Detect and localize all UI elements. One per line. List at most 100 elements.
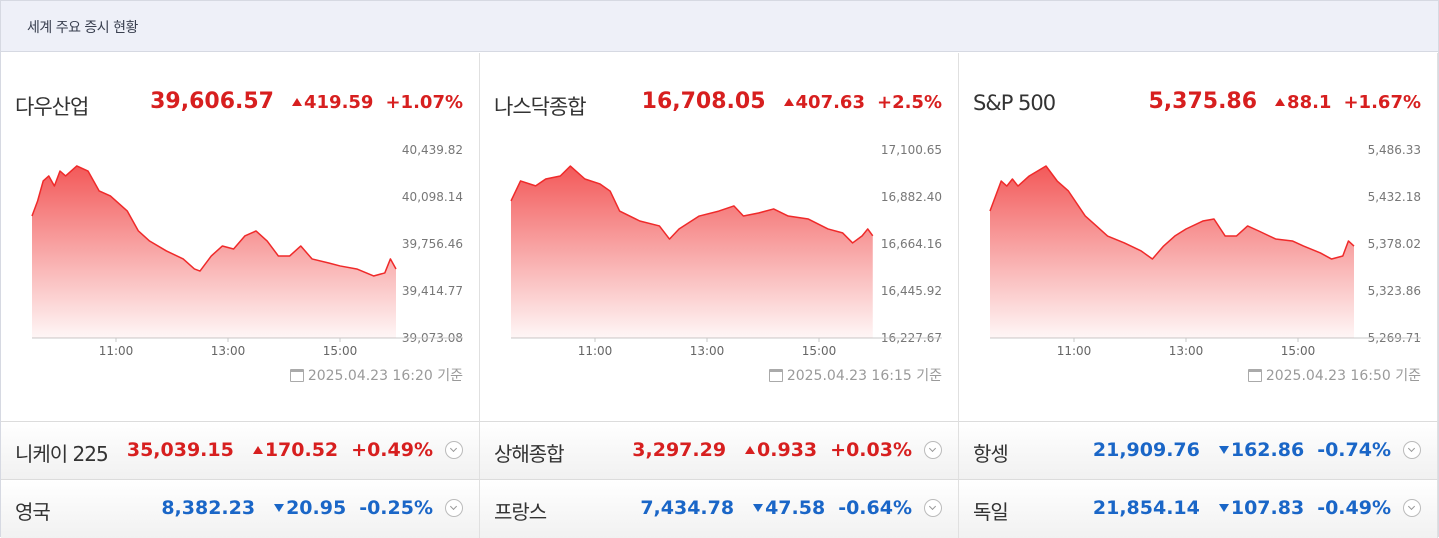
index-price: 39,606.57	[150, 89, 274, 114]
y-tick-label: 5,486.33	[1368, 143, 1421, 157]
index-change: 0.933	[745, 439, 817, 461]
line	[989, 165, 1355, 260]
index-change-value: 47.58	[765, 497, 826, 519]
y-tick-label: 16,664.16	[881, 237, 942, 251]
index-change: 107.83	[1218, 497, 1305, 519]
index-row: 영국 8,382.23 20.95 -0.25%	[1, 479, 480, 538]
y-tick-label: 39,756.46	[402, 237, 463, 251]
index-change-value: 88.1	[1287, 92, 1332, 113]
header: 세계 주요 증시 현황	[1, 1, 1438, 52]
x-tick-label: 15:00	[323, 344, 358, 358]
area	[990, 166, 1354, 338]
dropdown-button[interactable]	[445, 441, 463, 459]
index-change-pct: -0.25%	[359, 497, 433, 519]
index-panel: 39,073.08 39,414.77 39,756.46 40,098.14 40,4…	[1, 53, 480, 421]
index-quote: 21,854.14 107.83 -0.49%	[1093, 497, 1391, 519]
index-price: 7,434.78	[640, 497, 735, 519]
y-tick-label: 40,098.14	[402, 190, 463, 204]
index-change: 162.86	[1218, 439, 1305, 461]
timestamp-text: 2025.04.23 16:15 기준	[786, 368, 942, 384]
y-tick-label: 39,414.77	[402, 284, 463, 298]
x-tick-label: 11:00	[99, 344, 134, 358]
direction-icon	[783, 98, 794, 106]
index-name: 나스닥종합	[494, 95, 587, 119]
index-quote: 39,606.57 419.59 +1.07%	[150, 89, 463, 114]
area	[32, 165, 396, 338]
direction-icon	[1218, 504, 1229, 512]
index-quote: 21,909.76 162.86 -0.74%	[1093, 439, 1391, 461]
dropdown-button[interactable]	[1403, 499, 1421, 517]
direction-icon	[745, 446, 756, 454]
direction-icon	[1218, 446, 1229, 454]
index-price: 35,039.15	[126, 439, 234, 461]
x-tick-label: 13:00	[211, 344, 246, 358]
index-name: S&P 500	[973, 91, 1056, 115]
index-quote: 5,375.86 88.1 +1.67%	[1148, 89, 1421, 114]
index-name: 프랑스	[494, 500, 547, 524]
timestamp-text: 2025.04.23 16:20 기준	[307, 368, 463, 384]
calendar-icon	[1247, 368, 1262, 382]
timestamp: 2025.04.23 16:15 기준	[768, 365, 942, 385]
calendar-icon	[289, 368, 304, 382]
index-change-pct: +0.49%	[351, 439, 433, 461]
line	[510, 165, 874, 244]
y-tick-label: 5,432.18	[1368, 190, 1421, 204]
index-change-value: 170.52	[264, 439, 339, 461]
index-price: 16,708.05	[641, 89, 766, 114]
index-change-pct: +1.67%	[1343, 92, 1421, 113]
index-quote: 7,434.78 47.58 -0.64%	[640, 497, 912, 519]
direction-icon	[292, 98, 302, 106]
dropdown-button[interactable]	[445, 499, 463, 517]
index-change-pct: +1.07%	[385, 92, 463, 113]
timestamp-text: 2025.04.23 16:50 기준	[1265, 368, 1421, 384]
index-price: 21,909.76	[1092, 439, 1200, 461]
index-name: 독일	[973, 500, 1009, 524]
index-name: 니케이 225	[15, 442, 109, 466]
index-name: 항셍	[973, 442, 1009, 466]
dropdown-button[interactable]	[1403, 441, 1421, 459]
index-change: 88.1	[1275, 92, 1331, 113]
index-quote: 3,297.29 0.933 +0.03%	[632, 439, 912, 461]
index-row: 항셍 21,909.76 162.86 -0.74%	[959, 421, 1438, 479]
index-change: 407.63	[783, 92, 865, 113]
chart: 16,227.6716,445.9216,664.1616,882.4017,1…	[510, 143, 942, 358]
index-change: 20.95	[274, 497, 346, 519]
y-tick-label: 40,439.82	[402, 143, 463, 157]
y-tick-label: 17,100.65	[881, 143, 942, 157]
dropdown-button[interactable]	[924, 499, 942, 517]
index-name: 상해종합	[494, 442, 565, 466]
index-change-pct: +0.03%	[830, 439, 912, 461]
index-change-value: 20.95	[286, 497, 347, 519]
index-price: 3,297.29	[632, 439, 727, 461]
index-change-value: 407.63	[795, 92, 865, 113]
index-price: 8,382.23	[161, 497, 256, 519]
chart: 5,269.715,323.865,378.025,432.185,486.33…	[989, 143, 1421, 358]
line	[31, 165, 397, 277]
index-panel: 16,227.67 16,445.92 16,664.16 16,882.40 17,1…	[480, 53, 959, 421]
y-tick-label: 16,882.40	[881, 190, 942, 204]
area	[511, 166, 873, 338]
index-quote: 16,708.05 407.63 +2.5%	[642, 89, 942, 114]
index-change: 170.52	[252, 439, 339, 461]
direction-icon	[252, 446, 263, 454]
y-tick-label: 5,378.02	[1368, 237, 1421, 251]
x-tick-label: 11:00	[1057, 344, 1092, 358]
index-price: 21,854.14	[1092, 497, 1200, 519]
index-change-pct: +2.5%	[876, 92, 942, 113]
index-row: 독일 21,854.14 107.83 -0.49%	[959, 479, 1438, 538]
index-name: 다우산업	[15, 95, 89, 119]
index-change-value: 162.86	[1230, 439, 1305, 461]
index-change-value: 107.83	[1230, 497, 1305, 519]
x-tick-label: 15:00	[802, 344, 837, 358]
index-change: 47.58	[753, 497, 825, 519]
index-row: 프랑스 7,434.78 47.58 -0.64%	[480, 479, 959, 538]
index-change-pct: -0.49%	[1317, 497, 1391, 519]
index-panel: 5,269.71 5,323.86 5,378.02 5,432.18 5,486.33…	[959, 53, 1438, 421]
index-quote: 8,382.23 20.95 -0.25%	[161, 497, 433, 519]
y-tick-label: 5,323.86	[1368, 284, 1421, 298]
index-change-pct: -0.64%	[838, 497, 912, 519]
x-tick-label: 15:00	[1281, 344, 1316, 358]
dropdown-button[interactable]	[924, 441, 942, 459]
direction-icon	[1275, 98, 1286, 106]
